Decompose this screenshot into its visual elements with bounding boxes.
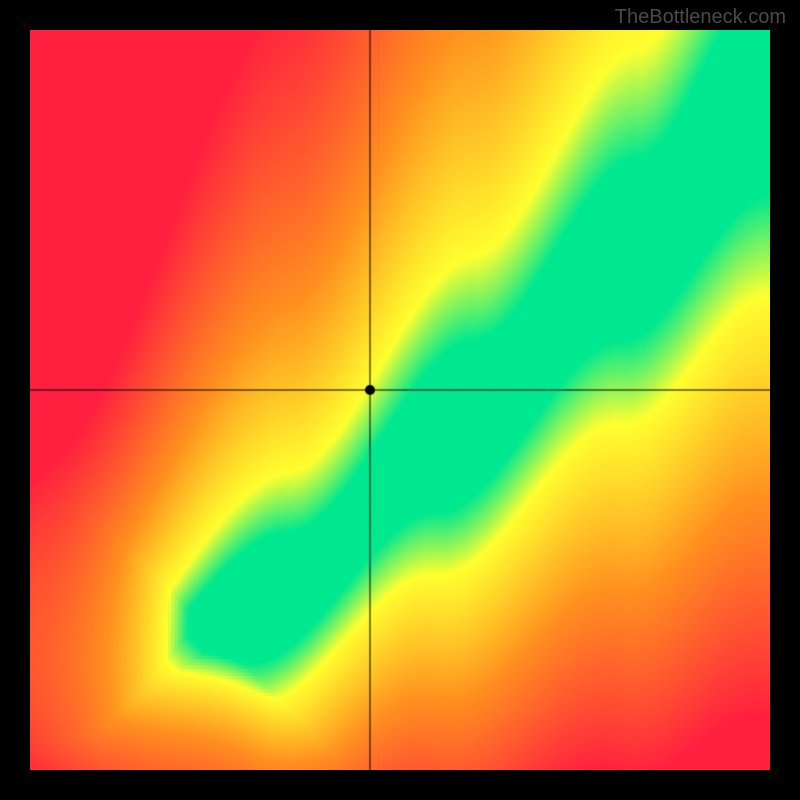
watermark-text: TheBottleneck.com — [615, 6, 786, 29]
plot-area — [30, 30, 770, 770]
chart-container: TheBottleneck.com — [0, 0, 800, 800]
heatmap-canvas — [30, 30, 770, 770]
